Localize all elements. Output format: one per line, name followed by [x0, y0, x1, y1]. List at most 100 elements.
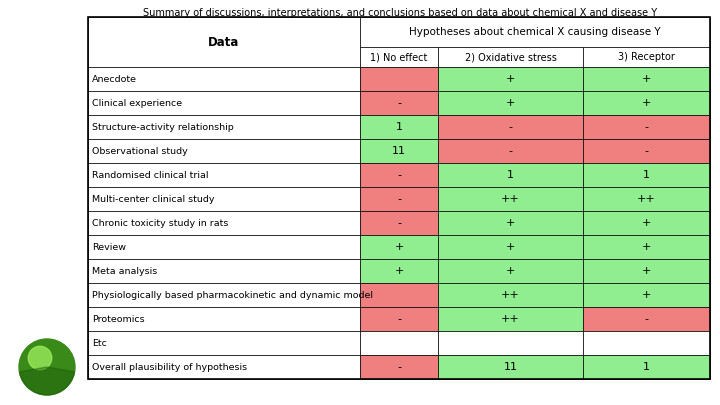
Bar — [88, 17, 710, 379]
Text: -: - — [397, 362, 401, 372]
Bar — [88, 17, 360, 67]
Text: 11: 11 — [392, 146, 406, 156]
Text: +: + — [642, 74, 651, 84]
Text: 1: 1 — [643, 362, 650, 372]
Text: ++: ++ — [637, 194, 656, 204]
Text: -: - — [508, 146, 513, 156]
Bar — [88, 259, 360, 283]
Bar — [583, 47, 710, 67]
Bar — [360, 139, 438, 163]
Text: +: + — [395, 242, 404, 252]
Text: +: + — [642, 290, 651, 300]
Bar — [360, 187, 438, 211]
Text: ++: ++ — [501, 290, 520, 300]
Circle shape — [19, 339, 75, 395]
Bar — [583, 355, 710, 379]
Bar — [360, 259, 438, 283]
Text: 3) Receptor: 3) Receptor — [618, 52, 675, 62]
Bar — [583, 307, 710, 331]
Bar — [438, 187, 583, 211]
Bar — [583, 259, 710, 283]
Text: ++: ++ — [501, 314, 520, 324]
Text: Etc: Etc — [92, 339, 107, 347]
Text: Physiologically based pharmacokinetic and dynamic model: Physiologically based pharmacokinetic an… — [92, 290, 373, 300]
Bar — [360, 163, 438, 187]
Bar — [88, 331, 360, 355]
Bar — [88, 355, 360, 379]
Text: Hypotheses about chemical X causing disease Y: Hypotheses about chemical X causing dise… — [409, 27, 661, 37]
Bar — [360, 91, 438, 115]
Text: Review: Review — [92, 243, 126, 252]
Bar — [583, 163, 710, 187]
Text: Overall plausibility of hypothesis: Overall plausibility of hypothesis — [92, 362, 247, 371]
Bar — [438, 355, 583, 379]
Bar — [438, 115, 583, 139]
Text: -: - — [397, 314, 401, 324]
Text: 1: 1 — [507, 170, 514, 180]
Bar — [583, 283, 710, 307]
Bar — [88, 235, 360, 259]
Bar — [438, 235, 583, 259]
Text: 1: 1 — [395, 122, 402, 132]
Bar — [360, 17, 710, 47]
Text: +: + — [642, 242, 651, 252]
Text: +: + — [395, 266, 404, 276]
Text: -: - — [644, 314, 649, 324]
Text: ++: ++ — [501, 194, 520, 204]
Text: +: + — [642, 218, 651, 228]
Bar — [438, 139, 583, 163]
Bar — [583, 67, 710, 91]
Bar — [360, 307, 438, 331]
Bar — [438, 259, 583, 283]
Bar — [438, 67, 583, 91]
Bar — [360, 211, 438, 235]
Bar — [360, 283, 438, 307]
Bar — [360, 47, 438, 67]
Bar — [88, 91, 360, 115]
Bar — [88, 187, 360, 211]
Bar — [438, 283, 583, 307]
Text: Data: Data — [208, 36, 240, 49]
Text: +: + — [642, 266, 651, 276]
Bar — [88, 67, 360, 91]
Text: Structure-activity relationship: Structure-activity relationship — [92, 122, 234, 132]
Text: Anecdote: Anecdote — [92, 75, 137, 83]
Bar — [360, 67, 438, 91]
Text: +: + — [506, 98, 516, 108]
Text: -: - — [397, 194, 401, 204]
Text: 2) Oxidative stress: 2) Oxidative stress — [464, 52, 557, 62]
Bar — [88, 307, 360, 331]
Text: +: + — [506, 242, 516, 252]
Bar — [583, 211, 710, 235]
Text: -: - — [644, 122, 649, 132]
Bar — [438, 331, 583, 355]
Text: 11: 11 — [503, 362, 518, 372]
Bar — [438, 91, 583, 115]
Text: Summary of discussions, interpretations, and conclusions based on data about che: Summary of discussions, interpretations,… — [143, 8, 657, 18]
Bar — [88, 283, 360, 307]
Bar — [583, 235, 710, 259]
Text: -: - — [397, 98, 401, 108]
Text: +: + — [642, 98, 651, 108]
Bar — [360, 115, 438, 139]
Text: Meta analysis: Meta analysis — [92, 266, 157, 275]
Text: Randomised clinical trial: Randomised clinical trial — [92, 171, 209, 179]
Bar — [438, 211, 583, 235]
Text: -: - — [644, 146, 649, 156]
Text: -: - — [397, 218, 401, 228]
Bar — [583, 139, 710, 163]
Bar — [583, 331, 710, 355]
Bar — [88, 211, 360, 235]
Text: 1) No effect: 1) No effect — [370, 52, 428, 62]
Circle shape — [28, 346, 52, 370]
Text: Clinical experience: Clinical experience — [92, 98, 182, 107]
Bar — [583, 187, 710, 211]
Text: -: - — [397, 170, 401, 180]
Wedge shape — [19, 367, 75, 395]
Bar — [360, 355, 438, 379]
Text: Proteomics: Proteomics — [92, 315, 145, 324]
Text: Multi-center clinical study: Multi-center clinical study — [92, 194, 215, 203]
Bar — [360, 331, 438, 355]
Bar — [88, 115, 360, 139]
Text: +: + — [506, 266, 516, 276]
